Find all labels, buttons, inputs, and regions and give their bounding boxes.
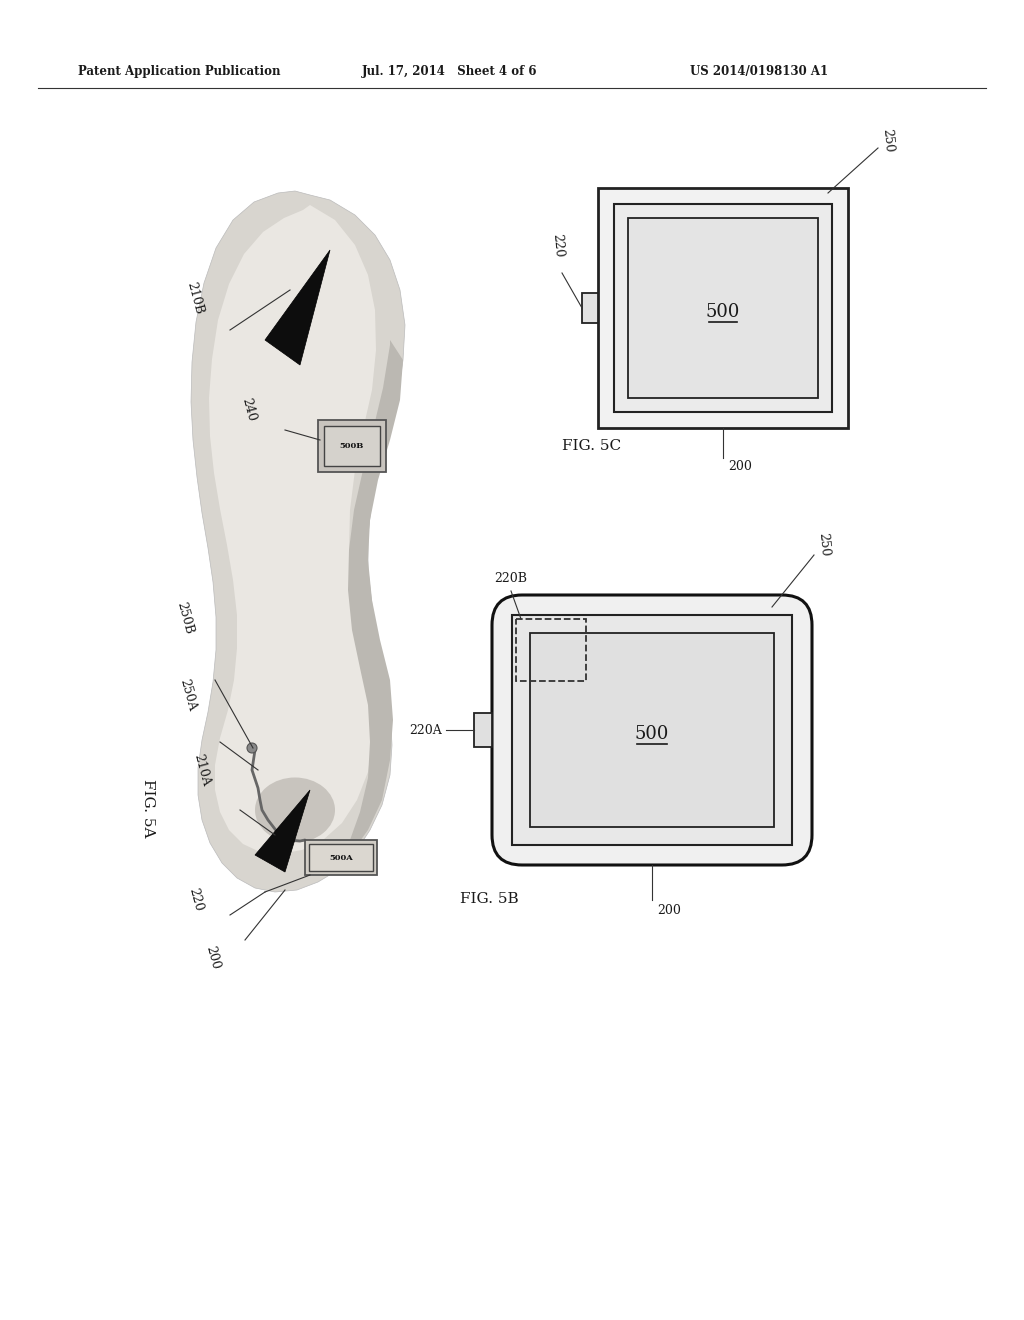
Polygon shape: [191, 191, 406, 892]
Text: 500A: 500A: [329, 854, 353, 862]
Text: 500: 500: [635, 725, 670, 743]
Text: 250B: 250B: [174, 601, 195, 636]
Text: Patent Application Publication: Patent Application Publication: [78, 66, 281, 78]
Polygon shape: [209, 205, 376, 854]
Ellipse shape: [255, 777, 335, 842]
Text: 210A: 210A: [190, 752, 212, 788]
Bar: [474, 713, 492, 747]
Text: 220A: 220A: [410, 723, 442, 737]
Bar: [628, 218, 818, 399]
Text: FIG. 5A: FIG. 5A: [141, 779, 155, 837]
Bar: [516, 619, 586, 681]
Bar: [598, 187, 848, 428]
FancyBboxPatch shape: [492, 595, 812, 865]
Polygon shape: [348, 341, 403, 855]
Text: 210B: 210B: [184, 280, 205, 315]
Bar: [614, 205, 831, 412]
Polygon shape: [255, 789, 310, 873]
Text: 220: 220: [551, 234, 565, 259]
Text: 500: 500: [706, 304, 740, 321]
Text: 220B: 220B: [495, 573, 527, 586]
Text: US 2014/0198130 A1: US 2014/0198130 A1: [690, 66, 828, 78]
Text: 220: 220: [186, 887, 205, 913]
Polygon shape: [265, 249, 330, 366]
Bar: [309, 843, 373, 871]
Bar: [305, 840, 377, 875]
Text: 240: 240: [240, 397, 258, 424]
Bar: [324, 426, 380, 466]
Bar: [512, 615, 792, 845]
Bar: [530, 634, 774, 828]
Text: 200: 200: [203, 945, 222, 972]
Circle shape: [247, 743, 257, 752]
Bar: [582, 293, 598, 323]
Text: 250A: 250A: [177, 677, 198, 713]
Bar: [318, 420, 386, 473]
Text: 250: 250: [880, 128, 895, 153]
Text: 500B: 500B: [340, 442, 365, 450]
Text: 200: 200: [657, 903, 681, 916]
Text: Jul. 17, 2014   Sheet 4 of 6: Jul. 17, 2014 Sheet 4 of 6: [362, 66, 538, 78]
Text: FIG. 5C: FIG. 5C: [562, 440, 622, 453]
Text: 200: 200: [728, 459, 752, 473]
Text: 250: 250: [816, 532, 831, 557]
Text: FIG. 5B: FIG. 5B: [460, 892, 518, 906]
